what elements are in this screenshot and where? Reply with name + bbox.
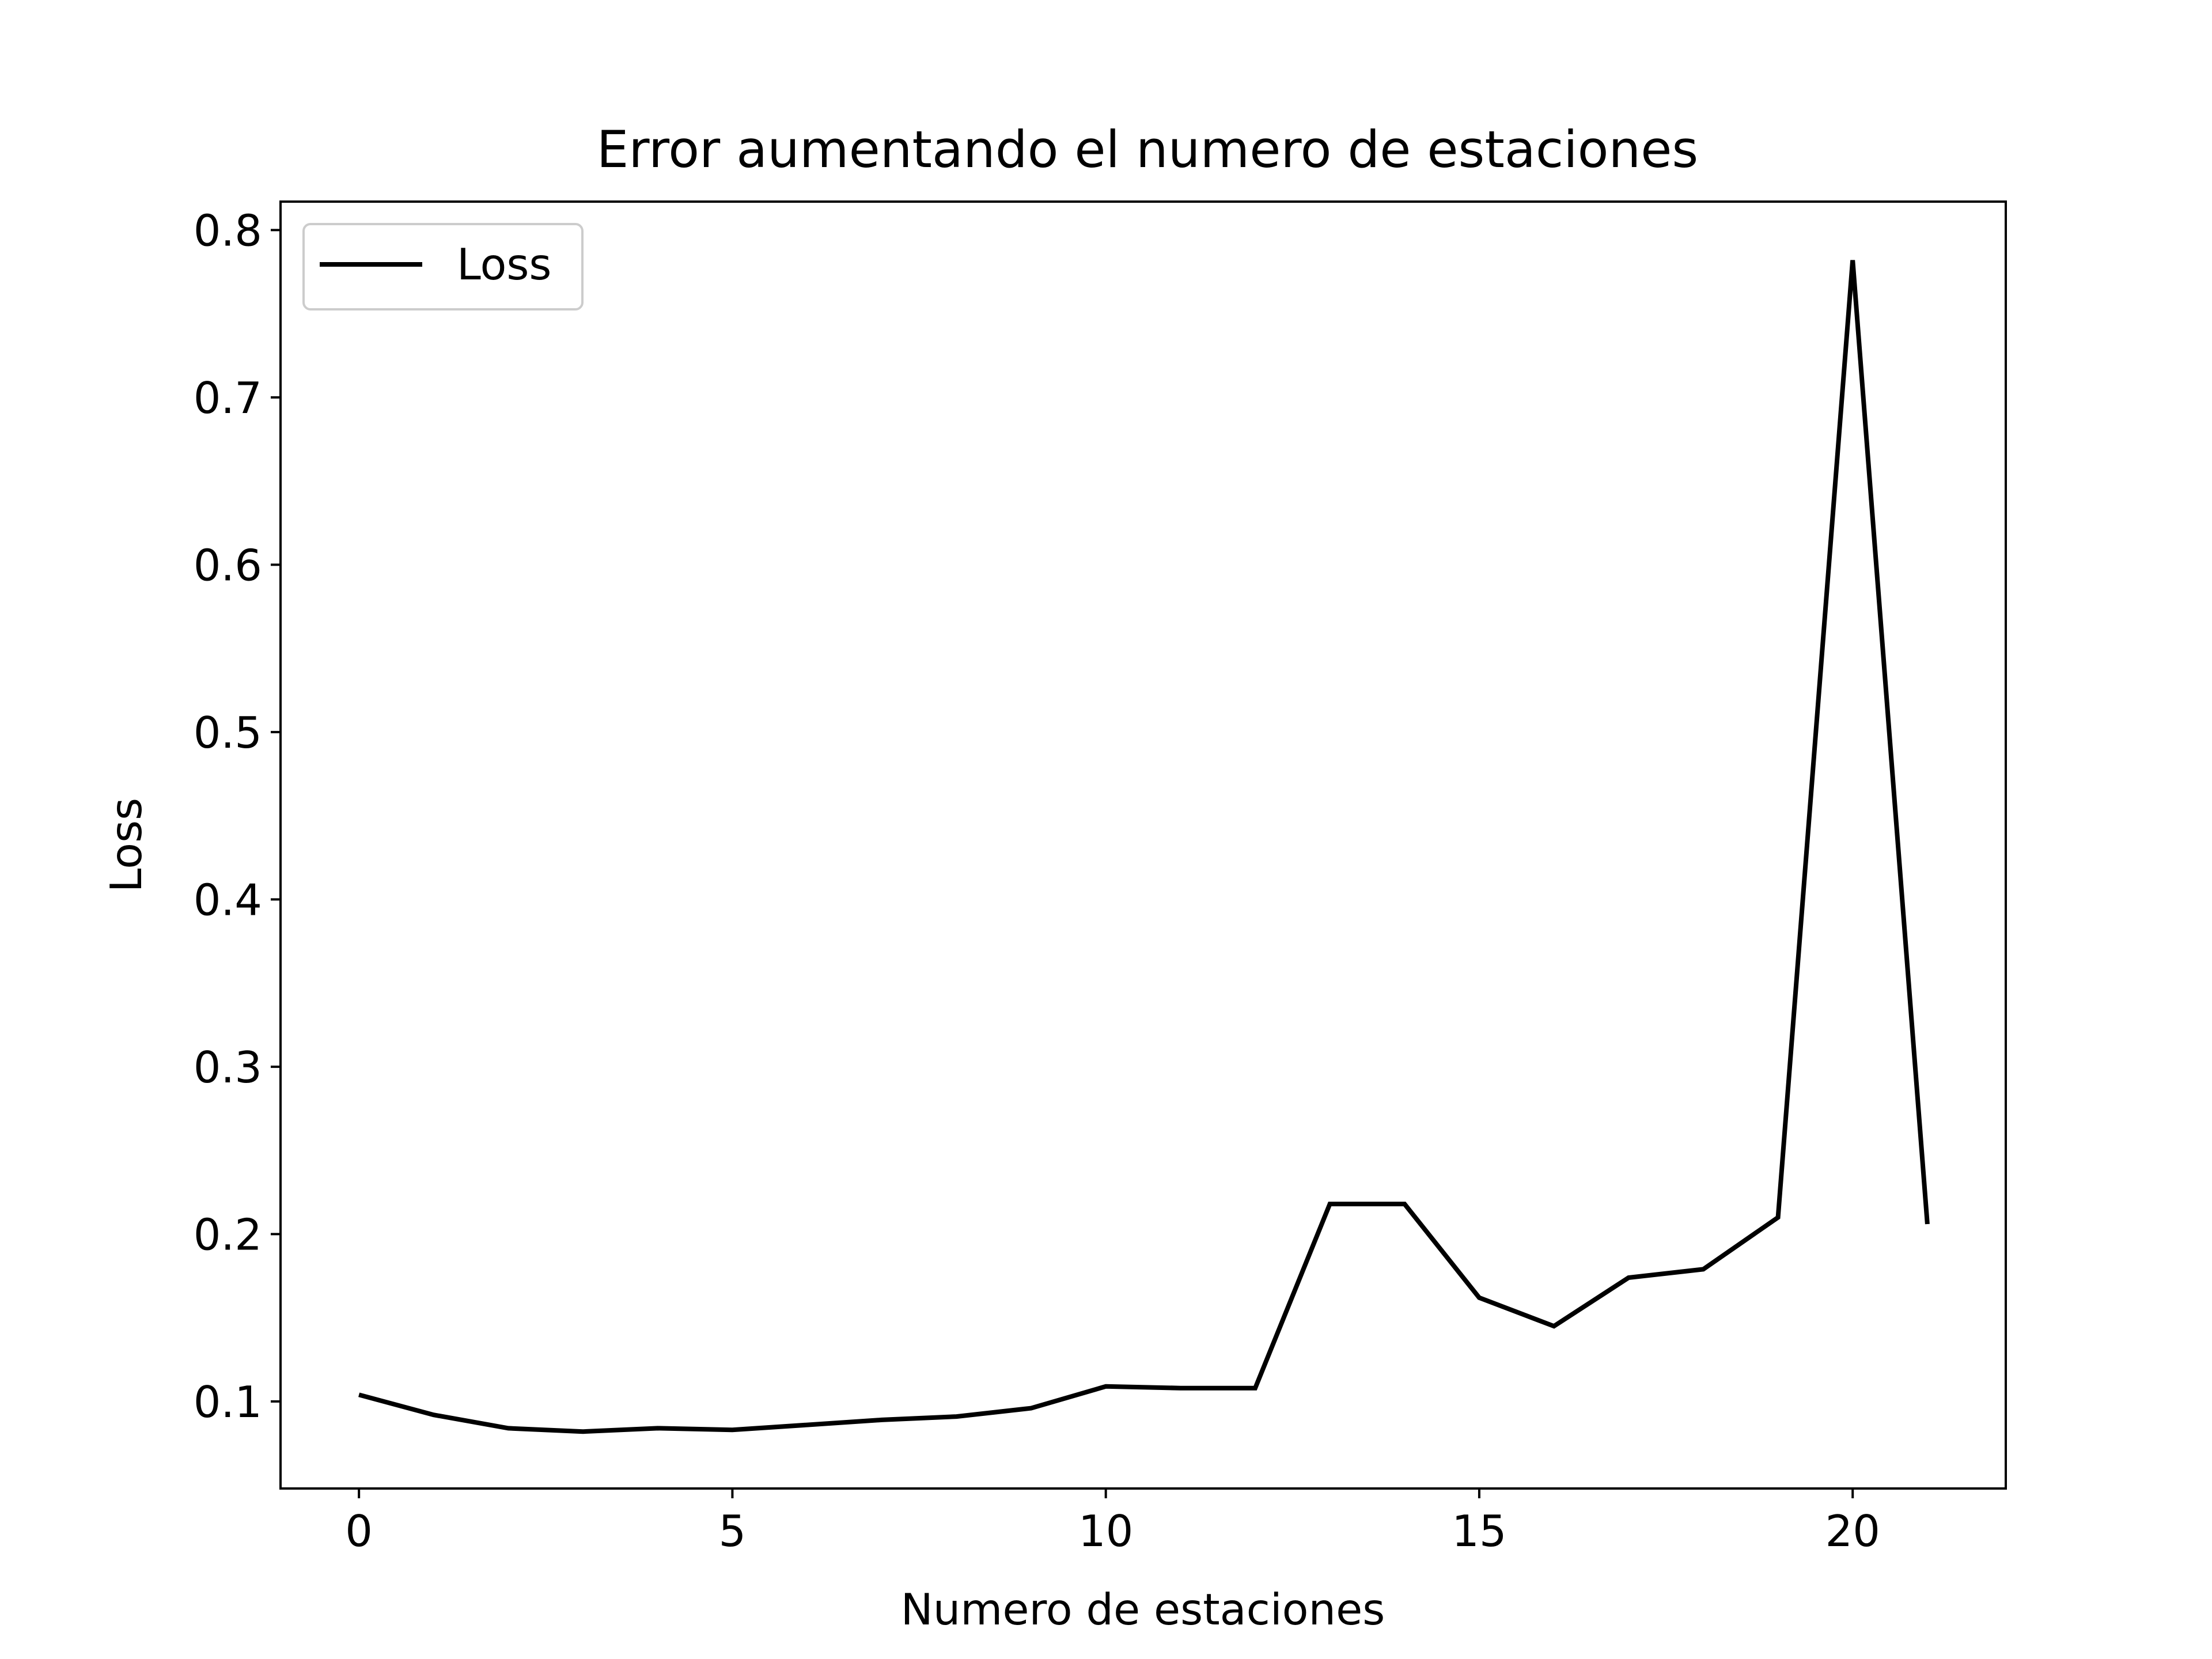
y-tick-label: 0.6 <box>194 540 262 590</box>
plot-area <box>358 260 1930 1434</box>
x-tick-label: 20 <box>1825 1506 1880 1556</box>
x-tick-label: 15 <box>1452 1506 1506 1556</box>
legend-box <box>302 223 584 310</box>
legend-label-loss: Loss <box>457 239 552 290</box>
y-tick-label: 0.7 <box>194 373 262 423</box>
x-tick-label: 10 <box>1078 1506 1133 1556</box>
x-tick-label: 5 <box>719 1506 747 1556</box>
y-tick-label: 0.5 <box>194 707 262 758</box>
x-axis-label: Numero de estaciones <box>901 1584 1385 1635</box>
x-tick-label: 0 <box>345 1506 373 1556</box>
axes-frame <box>279 200 2007 1490</box>
chart-title: Error aumentando el numero de estaciones <box>597 120 1699 179</box>
series-line-loss <box>358 260 1930 1434</box>
y-tick-label: 0.4 <box>194 874 262 925</box>
y-tick-label: 0.2 <box>194 1209 262 1260</box>
y-tick-label: 0.1 <box>194 1377 262 1427</box>
y-tick-label: 0.3 <box>194 1042 262 1093</box>
y-tick-label: 0.8 <box>194 205 262 256</box>
x-axis-ticks: 0 5 10 15 20 <box>345 1488 1880 1556</box>
legend: Loss <box>302 223 584 310</box>
y-axis-label: Loss <box>101 798 151 893</box>
y-axis-ticks: 0.1 0.2 0.3 0.4 0.5 0.6 0.7 0.8 <box>194 205 281 1427</box>
